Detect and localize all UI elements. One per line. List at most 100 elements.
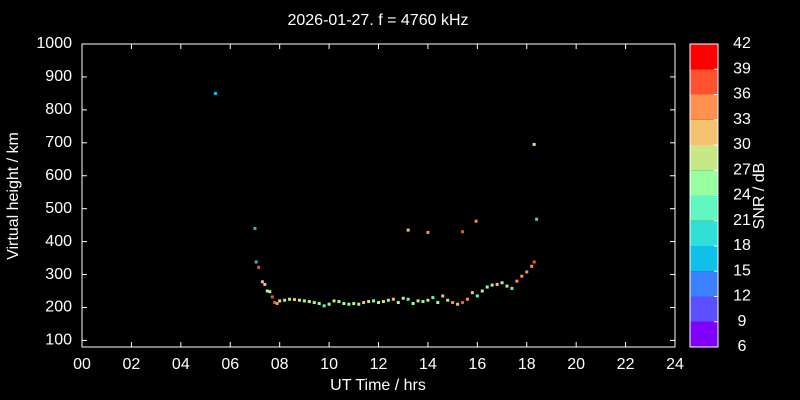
colorbar-bin [690, 145, 718, 171]
data-point [347, 302, 351, 306]
data-point [520, 274, 524, 278]
data-point [337, 300, 341, 304]
data-point [406, 297, 410, 301]
data-point [265, 289, 269, 293]
colorbar-tick-label: 21 [733, 212, 751, 229]
data-point [470, 291, 474, 295]
colorbar-tick-label: 24 [733, 187, 751, 204]
colorbar-bin [690, 195, 718, 221]
data-point [441, 294, 445, 298]
colorbar-tick-label: 12 [733, 288, 751, 305]
data-point [411, 302, 415, 306]
data-point [465, 297, 469, 301]
data-point [352, 302, 356, 306]
y-tick-label: 100 [45, 332, 72, 349]
data-point [254, 260, 258, 264]
data-point [367, 300, 371, 304]
data-point [307, 300, 311, 304]
data-point [490, 283, 494, 287]
data-point [372, 299, 376, 303]
y-tick-label: 700 [45, 134, 72, 151]
data-point [461, 230, 465, 234]
data-point [260, 280, 264, 284]
colorbar-bin [690, 271, 718, 297]
data-point [431, 296, 435, 300]
data-point [495, 282, 499, 286]
data-point [500, 281, 504, 285]
colorbar-tick-label: 39 [733, 60, 751, 77]
x-tick-label: 00 [73, 356, 91, 373]
x-tick-label: 04 [172, 356, 190, 373]
data-point [317, 302, 321, 306]
data-point [273, 301, 277, 305]
data-point [283, 298, 287, 302]
data-point [312, 301, 316, 305]
data-point [535, 217, 539, 221]
data-point [451, 301, 455, 305]
data-point [257, 265, 261, 269]
data-point [391, 297, 395, 301]
data-point [270, 295, 274, 299]
data-point [530, 264, 534, 268]
x-tick-label: 18 [518, 356, 536, 373]
data-point [322, 304, 326, 308]
colorbar-bin [690, 296, 718, 322]
y-axis-label: Virtual height / km [5, 132, 22, 260]
data-point [426, 298, 430, 302]
data-point [474, 219, 478, 223]
data-point [446, 298, 450, 302]
colorbar-bin [690, 220, 718, 246]
data-point [377, 301, 380, 305]
x-tick-label: 16 [468, 356, 486, 373]
data-point [253, 226, 257, 230]
y-tick-label: 1000 [36, 35, 72, 52]
data-point [357, 302, 361, 306]
data-point [510, 286, 514, 290]
colorbar-bin [690, 246, 718, 272]
chart-title: 2026-01-27. f = 4760 kHz [287, 12, 468, 29]
y-tick-label: 500 [45, 200, 72, 217]
data-point [342, 302, 346, 306]
data-point [278, 299, 282, 303]
colorbar-bin [690, 321, 718, 347]
colorbar-tick-label: 6 [738, 338, 747, 355]
data-point [396, 301, 400, 305]
data-point [515, 279, 519, 283]
data-point [426, 230, 430, 234]
x-tick-label: 06 [221, 356, 239, 373]
data-point [421, 300, 425, 304]
data-point [436, 301, 440, 305]
data-point [456, 302, 460, 306]
x-tick-label: 24 [666, 356, 684, 373]
data-point [302, 299, 306, 303]
data-point [505, 284, 509, 288]
y-tick-label: 200 [45, 299, 72, 316]
data-point [386, 298, 390, 302]
data-point [480, 289, 484, 293]
data-point [268, 290, 272, 294]
y-tick-label: 300 [45, 266, 72, 283]
colorbar-bin [690, 94, 718, 120]
data-point [213, 91, 217, 95]
data-point [263, 282, 267, 286]
x-tick-label: 14 [419, 356, 437, 373]
colorbar-label: SNR / dB [751, 163, 768, 230]
colorbar-tick-label: 15 [733, 262, 751, 279]
data-point [327, 302, 331, 306]
data-point [362, 301, 366, 305]
x-tick-label: 12 [370, 356, 388, 373]
x-tick-label: 20 [567, 356, 585, 373]
colorbar-tick-label: 18 [733, 237, 751, 254]
data-point [461, 301, 465, 305]
data-point [416, 299, 420, 303]
colorbar-tick-label: 27 [733, 161, 751, 178]
data-point [532, 142, 536, 146]
data-point [406, 228, 410, 232]
data-point [475, 294, 479, 298]
data-point [532, 260, 536, 264]
data-point [297, 298, 301, 302]
y-tick-label: 600 [45, 167, 72, 184]
colorbar-tick-label: 33 [733, 111, 751, 128]
colorbar-tick-label: 36 [733, 86, 751, 103]
